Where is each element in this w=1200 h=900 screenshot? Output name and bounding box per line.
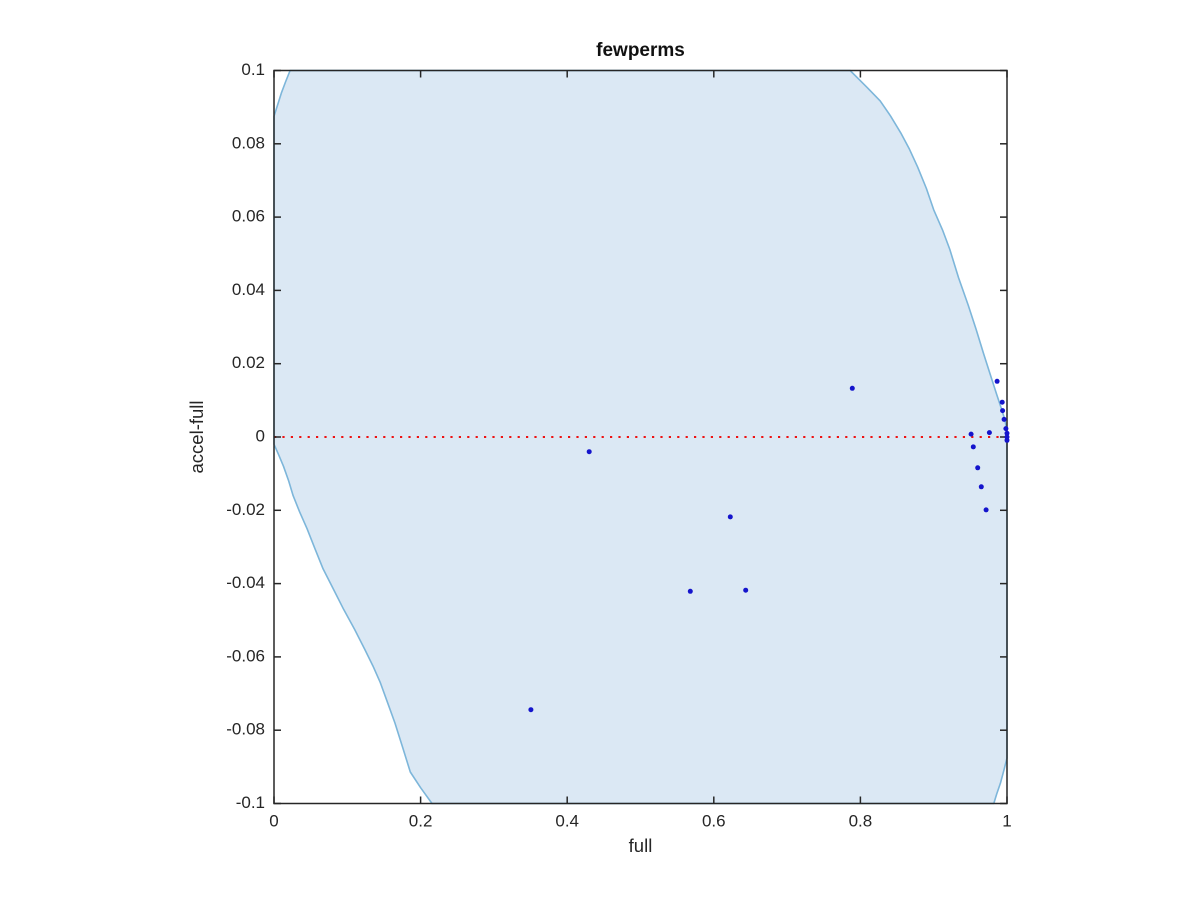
- data-point: [968, 431, 974, 437]
- y-tick-label: 0.1: [241, 60, 265, 79]
- y-tick-label: 0.06: [232, 207, 265, 226]
- data-point: [1004, 437, 1010, 443]
- x-tick-label: 1: [1002, 812, 1011, 831]
- data-points-layer: [528, 378, 1010, 713]
- y-tick-label: -0.08: [226, 720, 265, 739]
- data-point: [986, 430, 992, 436]
- y-tick-label: 0.08: [232, 133, 265, 152]
- y-tick-label: 0: [256, 426, 265, 445]
- y-tick-label: -0.02: [226, 500, 265, 519]
- data-point: [687, 588, 693, 594]
- x-axis-label: full: [629, 835, 653, 856]
- data-point: [978, 484, 984, 490]
- x-tick-label: 0.2: [409, 812, 433, 831]
- data-point: [586, 449, 592, 455]
- data-point: [983, 507, 989, 513]
- y-axis-label: accel-full: [186, 401, 207, 474]
- y-tick-label: -0.04: [226, 573, 265, 592]
- data-point: [528, 707, 534, 713]
- data-point: [999, 399, 1005, 405]
- data-point: [970, 444, 976, 450]
- x-tick-label: 0.6: [702, 812, 726, 831]
- data-point: [1004, 430, 1010, 436]
- data-point: [994, 378, 1000, 384]
- data-point: [849, 385, 855, 391]
- y-tick-label: -0.1: [236, 793, 265, 812]
- y-tick-label: -0.06: [226, 646, 265, 665]
- axes-layer: 0 0.2 0.4 0.6 0.8 1 0.1 0.08 0.06 0.04 0.02 0 -0.02 -…: [226, 60, 1011, 831]
- y-tick-label: 0.04: [232, 280, 265, 299]
- data-point: [727, 514, 733, 520]
- data-point: [1003, 426, 1009, 432]
- y-tick-label: 0.02: [232, 353, 265, 372]
- data-point: [743, 587, 749, 593]
- chart-title: fewperms: [596, 40, 685, 61]
- data-point: [1001, 416, 1007, 422]
- x-tick-label: 0: [269, 812, 278, 831]
- data-point: [1000, 408, 1006, 414]
- x-tick-label: 0.8: [849, 812, 873, 831]
- x-tick-label: 0.4: [555, 812, 579, 831]
- data-point: [975, 465, 981, 471]
